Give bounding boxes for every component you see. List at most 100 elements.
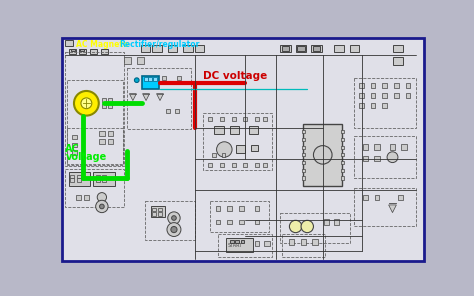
Bar: [222, 153, 226, 157]
Bar: [303, 124, 342, 186]
Bar: [371, 93, 375, 98]
Circle shape: [301, 220, 313, 233]
Bar: [69, 49, 76, 54]
Bar: [392, 57, 403, 65]
Bar: [297, 46, 305, 51]
Circle shape: [171, 226, 177, 233]
Bar: [359, 83, 364, 88]
Bar: [280, 45, 291, 52]
Bar: [359, 93, 364, 98]
Bar: [283, 234, 325, 257]
Bar: [239, 220, 244, 224]
Polygon shape: [129, 94, 137, 101]
Bar: [99, 131, 105, 136]
Bar: [142, 75, 159, 89]
Bar: [218, 234, 273, 257]
Bar: [77, 178, 81, 182]
Bar: [296, 45, 307, 52]
Bar: [216, 220, 220, 224]
Bar: [324, 219, 329, 225]
Circle shape: [217, 142, 232, 157]
Bar: [67, 128, 123, 164]
Bar: [228, 220, 232, 224]
Text: AC Magneto: AC Magneto: [76, 40, 128, 49]
Bar: [230, 239, 234, 243]
Text: voltage: voltage: [65, 152, 107, 162]
Polygon shape: [156, 94, 164, 101]
Bar: [249, 126, 258, 134]
Bar: [371, 83, 375, 88]
Bar: [73, 135, 77, 139]
Bar: [108, 139, 113, 144]
Bar: [148, 77, 152, 81]
Bar: [65, 52, 124, 166]
Bar: [168, 45, 177, 52]
Bar: [241, 239, 245, 243]
Bar: [341, 130, 344, 133]
Bar: [158, 207, 162, 211]
Bar: [79, 49, 86, 54]
Bar: [354, 188, 416, 226]
Bar: [90, 49, 97, 54]
Bar: [251, 145, 258, 151]
Bar: [243, 117, 247, 120]
Bar: [334, 45, 344, 52]
Bar: [71, 175, 74, 178]
Bar: [226, 238, 253, 252]
Bar: [280, 213, 350, 243]
Bar: [158, 212, 162, 216]
Bar: [341, 176, 344, 179]
Bar: [128, 68, 191, 129]
Bar: [392, 45, 403, 52]
Bar: [302, 138, 305, 141]
Bar: [289, 239, 294, 244]
Bar: [390, 144, 395, 150]
Bar: [183, 45, 192, 52]
Circle shape: [97, 193, 107, 202]
Bar: [383, 83, 387, 88]
Bar: [406, 93, 410, 98]
Bar: [383, 93, 387, 98]
Bar: [93, 172, 115, 186]
Bar: [394, 93, 399, 98]
Bar: [177, 76, 182, 80]
Bar: [141, 45, 150, 52]
Text: AC: AC: [65, 144, 80, 155]
Bar: [152, 45, 162, 52]
Bar: [312, 239, 318, 244]
Bar: [212, 153, 216, 157]
Bar: [96, 175, 100, 178]
Bar: [354, 78, 416, 128]
Bar: [374, 195, 379, 200]
Bar: [216, 207, 220, 211]
Bar: [235, 239, 239, 243]
Bar: [255, 220, 259, 224]
Bar: [162, 76, 166, 80]
Circle shape: [100, 204, 104, 209]
Bar: [354, 136, 416, 178]
Bar: [406, 83, 410, 88]
Bar: [99, 139, 105, 144]
Bar: [209, 117, 212, 120]
Bar: [302, 169, 305, 172]
Bar: [341, 146, 344, 149]
Circle shape: [96, 200, 108, 213]
Bar: [137, 57, 144, 64]
Circle shape: [290, 220, 302, 233]
Bar: [239, 207, 244, 211]
Bar: [77, 175, 81, 178]
Bar: [195, 45, 204, 52]
Bar: [108, 98, 111, 102]
Bar: [374, 144, 380, 150]
Bar: [350, 45, 359, 52]
Bar: [214, 126, 224, 134]
Bar: [230, 126, 239, 134]
Bar: [341, 169, 344, 172]
Bar: [65, 40, 73, 46]
Bar: [102, 104, 106, 108]
Circle shape: [172, 216, 176, 220]
Text: DC voltage: DC voltage: [202, 70, 267, 81]
Bar: [175, 109, 179, 113]
Bar: [264, 241, 270, 246]
Bar: [96, 178, 100, 182]
